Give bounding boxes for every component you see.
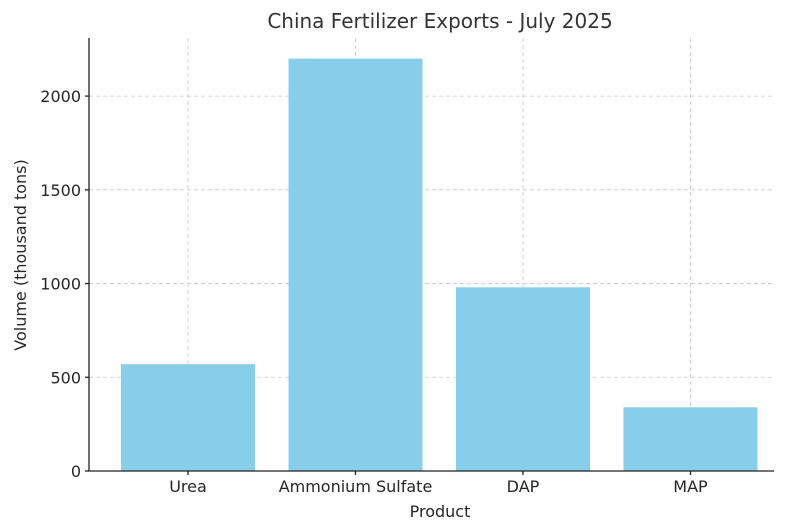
- bar-ammonium-sulfate: [288, 58, 423, 471]
- x-tick-label: DAP: [507, 477, 540, 496]
- y-tick-label: 2000: [40, 87, 81, 106]
- tick-labels: 0 500 1000 1500 2000 Urea Ammonium Sulfate DAP M…: [40, 87, 708, 496]
- y-tick-label: 1500: [40, 181, 81, 200]
- y-tick-label: 1000: [40, 275, 81, 294]
- y-tick-label: 500: [50, 368, 81, 387]
- axes: [85, 38, 774, 475]
- y-tick-label: 0: [71, 462, 81, 481]
- x-tick-label: Urea: [169, 477, 207, 496]
- x-tick-label: MAP: [673, 477, 708, 496]
- chart-title: China Fertilizer Exports - July 2025: [267, 9, 612, 33]
- bar-dap: [456, 287, 590, 471]
- x-tick-label: Ammonium Sulfate: [279, 477, 433, 496]
- x-axis-label: Product: [410, 502, 471, 521]
- bar-urea: [121, 364, 255, 471]
- y-axis-label: Volume (thousand tons): [11, 159, 30, 350]
- bar-map: [623, 407, 758, 471]
- bars: [121, 58, 758, 471]
